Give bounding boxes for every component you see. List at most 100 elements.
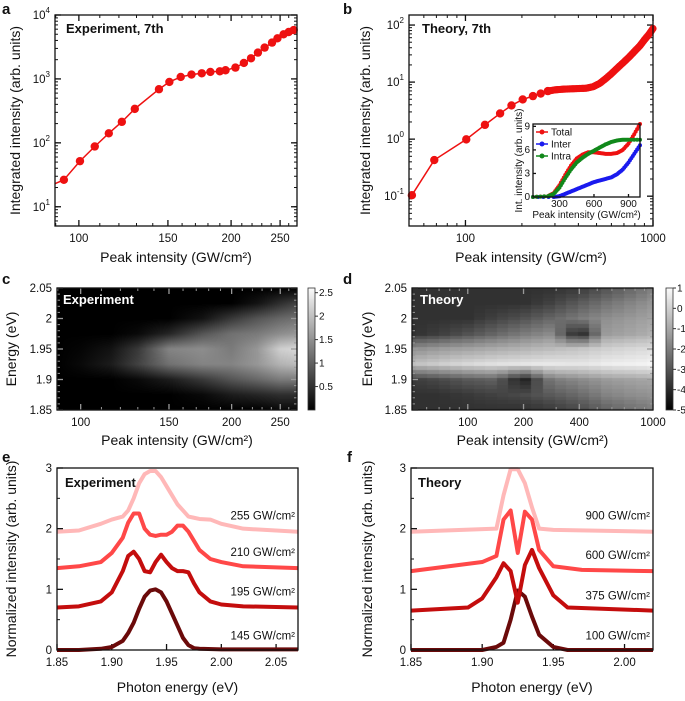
- plot-frame-d: [411, 287, 654, 411]
- inset-point: [626, 137, 631, 142]
- y-tick-label: 1.95: [385, 344, 407, 356]
- x-axis-title: Peak intensity (GW/cm²): [100, 249, 252, 265]
- spectrum-600: [410, 508, 654, 574]
- tick-exponent: 1: [400, 73, 405, 82]
- colorbar-tick-label: 2.5: [319, 288, 333, 299]
- panel-label-f: f: [347, 449, 353, 466]
- data-point: [507, 101, 516, 110]
- colorbar-tick-label: 0.5: [319, 382, 333, 393]
- x-tick-label: 200: [222, 233, 241, 245]
- panel-label-d: d: [343, 271, 352, 288]
- x-tick-label: 1000: [640, 417, 666, 429]
- x-axis-title: Peak intensity (GW/cm²): [101, 432, 253, 448]
- y-tick-label: 2: [400, 524, 406, 536]
- y-tick-label: 3: [524, 168, 530, 179]
- chart-title: Experiment: [65, 475, 136, 490]
- spectrum-255: [56, 469, 299, 534]
- chart-title: Theory: [418, 475, 462, 490]
- data-point: [430, 155, 439, 165]
- y-axis-title: Normalized intensity (arb. units): [3, 461, 19, 658]
- tick-base: 10: [387, 134, 400, 146]
- y-tick-label: 103: [33, 70, 51, 86]
- chart-b-inset: [531, 122, 642, 199]
- x-tick-label: 2.05: [265, 657, 287, 669]
- y-tick-label: 2: [401, 314, 407, 326]
- plot-frame-e: [56, 467, 299, 651]
- heatmap-d-image: [412, 288, 653, 410]
- x-tick-label: 2.00: [210, 657, 232, 669]
- tick-exponent: 3: [46, 70, 51, 79]
- data-point: [518, 95, 527, 104]
- y-tick-label: 0: [524, 192, 530, 203]
- y-tick-label: 2: [46, 524, 52, 536]
- plot-frame-f: [410, 467, 654, 651]
- y-tick-label: 101: [387, 73, 405, 89]
- tick-exponent: 2: [400, 16, 405, 25]
- chart-e: [56, 467, 299, 652]
- x-axis-title: Peak intensity (GW/cm²): [532, 210, 640, 221]
- colorbar-tick-label: -5: [677, 406, 685, 417]
- legend-label: Inter: [551, 140, 572, 151]
- spectrum-210: [56, 511, 299, 571]
- tick-base: 10: [384, 191, 397, 203]
- x-tick-label: 300: [551, 199, 568, 210]
- x-tick-label: 100: [71, 417, 90, 429]
- data-point: [462, 135, 471, 144]
- tick-exponent: -1: [397, 187, 405, 196]
- inset-point: [629, 137, 634, 142]
- y-tick-label: 100: [387, 130, 405, 146]
- data-point: [154, 85, 164, 94]
- legend-label: Intra: [551, 152, 571, 163]
- chart-title: Experiment: [63, 292, 134, 307]
- x-tick-label: 200: [222, 417, 241, 429]
- chart-f: [410, 467, 654, 652]
- y-axis-title: Integrated intensity (arb. units): [357, 26, 373, 215]
- x-tick-label: 600: [586, 199, 603, 210]
- panel-label-e: e: [2, 449, 10, 466]
- x-tick-label: 100: [458, 417, 477, 429]
- x-tick-label: 250: [271, 233, 290, 245]
- y-tick-label: 0: [400, 645, 406, 657]
- data-point: [273, 34, 282, 43]
- inset-point: [632, 137, 637, 142]
- data-point: [528, 91, 538, 101]
- colorbar-d: [666, 288, 673, 410]
- panel-label-b: b: [343, 1, 352, 18]
- x-tick-label: 1.85: [46, 657, 68, 669]
- y-axis-title: Int. intensity (arb. units): [514, 109, 525, 213]
- tick-exponent: 0: [400, 130, 405, 139]
- data-point: [289, 25, 298, 35]
- tick-base: 10: [387, 77, 400, 89]
- y-tick-label: 2.05: [385, 283, 407, 295]
- colorbar-tick-label: -3: [677, 365, 685, 376]
- x-tick-label: 1.90: [101, 657, 123, 669]
- data-point: [221, 66, 230, 75]
- data-point: [176, 72, 185, 82]
- data-point: [246, 54, 256, 63]
- y-tick-label: 3: [46, 463, 52, 475]
- tick-base: 10: [33, 10, 46, 22]
- tick-base: 10: [33, 202, 46, 214]
- colorbar-tick-label: 0: [677, 304, 683, 315]
- y-tick-label: 1.95: [30, 344, 52, 356]
- y-tick-label: 3: [400, 463, 406, 475]
- tick-base: 10: [387, 20, 400, 32]
- series-label: 900 GW/cm²: [585, 511, 650, 523]
- data-point: [59, 175, 69, 185]
- data-point: [536, 89, 545, 98]
- series-label: 375 GW/cm²: [585, 591, 650, 603]
- series-label: 255 GW/cm²: [230, 511, 295, 523]
- x-axis-title: Photon energy (eV): [117, 679, 238, 695]
- data-point: [480, 120, 490, 130]
- data-point: [90, 142, 99, 151]
- y-tick-label: 1.85: [385, 405, 407, 417]
- x-axis-title: Peak intensity (GW/cm²): [455, 249, 607, 265]
- data-point: [260, 43, 269, 52]
- x-tick-label: 150: [158, 233, 177, 245]
- x-axis-title: Peak intensity (GW/cm²): [457, 432, 609, 448]
- colorbar-frame: [665, 287, 674, 411]
- plot-frame-c: [56, 287, 298, 411]
